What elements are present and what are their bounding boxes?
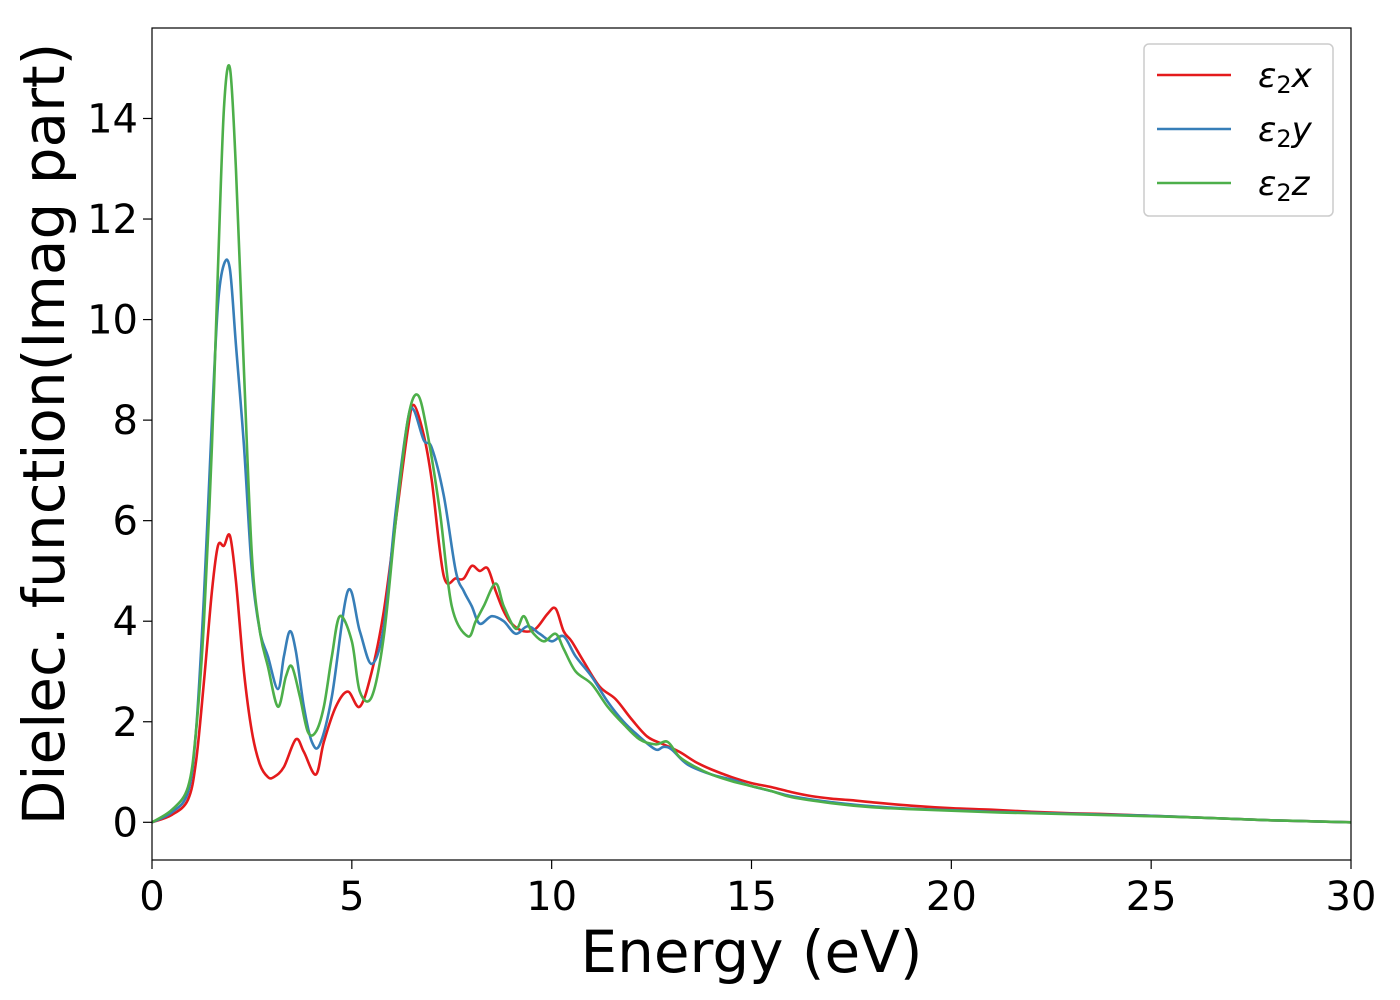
x-tick-label: 30 bbox=[1326, 874, 1377, 920]
x-tick-label: 0 bbox=[139, 874, 164, 920]
y-tick-label: 2 bbox=[113, 700, 138, 746]
series-line-y bbox=[151, 258, 1352, 824]
y-tick-label: 8 bbox=[113, 398, 138, 444]
legend-label-y: ε2y bbox=[1258, 110, 1313, 153]
ticks-layer: 0 5 10 15 20 25 30 0 2 4 6 8 10 12 14 bbox=[87, 96, 1376, 920]
x-tick-label: 20 bbox=[926, 874, 977, 920]
y-tick-label: 14 bbox=[87, 96, 138, 142]
x-tick-label: 25 bbox=[1126, 874, 1177, 920]
y-axis-label: Dielec. function(Imag part) bbox=[10, 43, 78, 826]
y-tick-label: 6 bbox=[113, 499, 138, 545]
x-tick-label: 10 bbox=[526, 874, 577, 920]
legend-box bbox=[1143, 43, 1334, 217]
x-axis-label: Energy (eV) bbox=[580, 918, 922, 986]
y-tick-label: 10 bbox=[87, 298, 138, 344]
y-tick-label: 12 bbox=[87, 197, 138, 243]
series-line-z bbox=[151, 64, 1352, 824]
x-tick-label: 15 bbox=[726, 874, 777, 920]
series-layer bbox=[151, 64, 1352, 824]
y-tick-label: 0 bbox=[113, 800, 138, 846]
y-tick-label: 4 bbox=[113, 599, 138, 645]
legend: ε2x ε2y ε2z bbox=[1143, 43, 1334, 217]
legend-label-z: ε2z bbox=[1258, 164, 1311, 207]
x-tick-label: 5 bbox=[339, 874, 364, 920]
legend-label-x: ε2x bbox=[1258, 56, 1313, 99]
series-line-x bbox=[151, 403, 1352, 824]
